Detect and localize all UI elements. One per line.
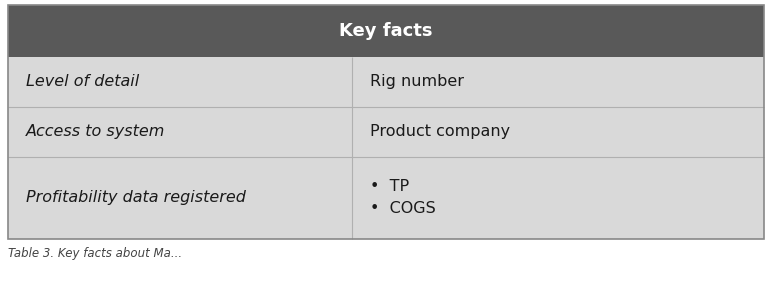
Bar (8, 5, 764, 239)
Bar (8, 157, 352, 239)
Text: Level of detail: Level of detail (26, 74, 139, 89)
Bar (352, 157, 764, 239)
Text: Table 3. Key facts about Ma...: Table 3. Key facts about Ma... (8, 247, 182, 260)
Text: Product company: Product company (370, 124, 510, 140)
Bar (352, 57, 764, 107)
Text: •  COGS: • COGS (370, 202, 435, 217)
Text: Key facts: Key facts (339, 22, 433, 40)
Text: •  TP: • TP (370, 179, 409, 194)
Text: Access to system: Access to system (26, 124, 165, 140)
Bar (8, 57, 352, 107)
Text: Profitability data registered: Profitability data registered (26, 190, 245, 206)
Bar (352, 107, 764, 157)
Bar (8, 107, 352, 157)
Text: Rig number: Rig number (370, 74, 464, 89)
Bar (8, 5, 764, 57)
